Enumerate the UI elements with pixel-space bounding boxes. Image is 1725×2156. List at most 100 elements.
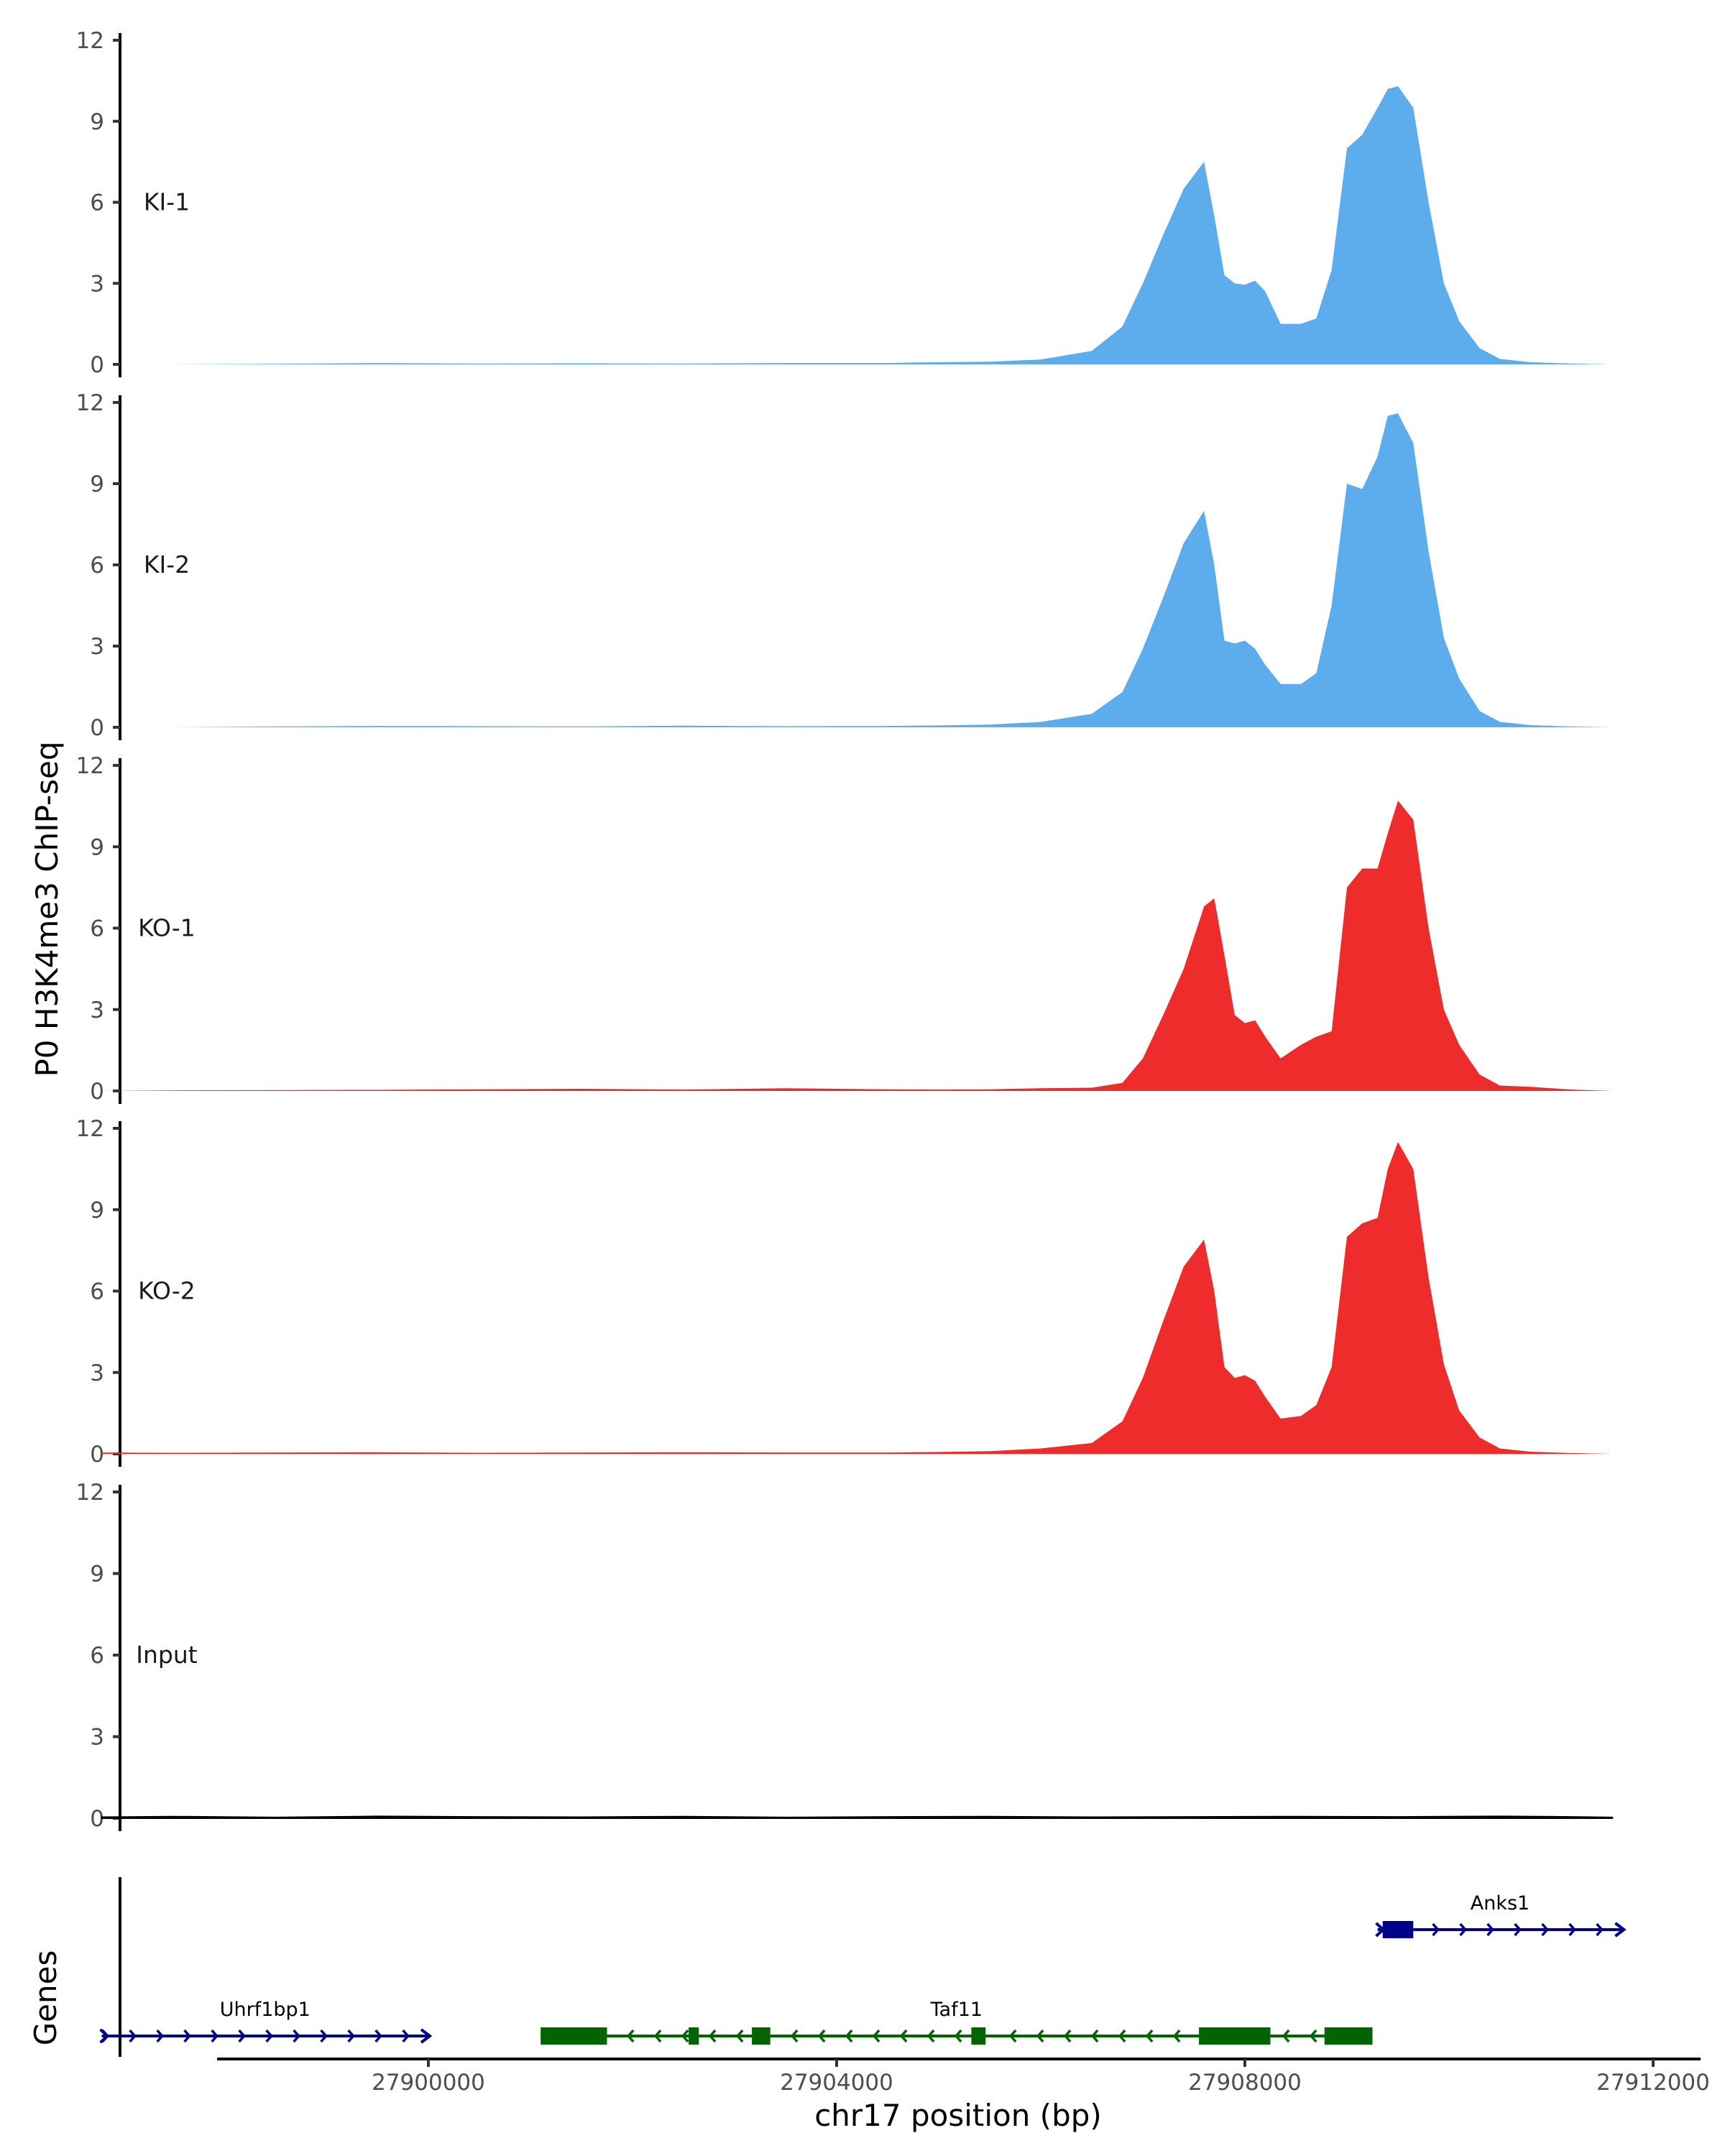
- track-ko-1: 0 3 6 9 12 KO-1: [76, 753, 1613, 1105]
- y-axis-title: P0 H3K4me3 ChIP-seq: [29, 741, 65, 1077]
- x-tick-label: 27912000: [1596, 2070, 1710, 2096]
- strand-arrow: [626, 2029, 635, 2043]
- genes-track: Uhrf1bp1 Taf11 Anks1: [99, 1877, 1627, 2057]
- strand-arrow: [899, 2029, 908, 2043]
- strand-arrow: [374, 2029, 382, 2043]
- y-tick-label: 6: [90, 1279, 104, 1305]
- strand-arrow: [420, 2028, 433, 2044]
- strand-arrow: [708, 2029, 717, 2043]
- y-tick-label: 9: [90, 471, 104, 497]
- strand-arrow: [211, 2029, 218, 2043]
- strand-arrow: [402, 2029, 410, 2043]
- x-axis-title: chr17 position (bp): [814, 2098, 1102, 2133]
- strand-arrow: [817, 2029, 826, 2043]
- exon: [689, 2027, 699, 2045]
- y-tick-label: 0: [90, 1079, 104, 1105]
- y-tick-label: 6: [90, 916, 104, 942]
- track-ki-2: 0 3 6 9 12 KI-2: [76, 390, 1613, 741]
- strand-arrow: [1063, 2029, 1072, 2043]
- coverage-area-ki-1: [101, 86, 1613, 365]
- y-tick-label: 3: [90, 1360, 104, 1386]
- exon: [540, 2027, 607, 2045]
- strand-arrow: [1514, 1922, 1522, 1937]
- y-tick-label: 12: [76, 1480, 104, 1506]
- y-tick-label: 6: [90, 190, 104, 216]
- track-label: KO-2: [138, 1277, 196, 1305]
- strand-arrow: [845, 2029, 853, 2043]
- x-tick-label: 27900000: [372, 2070, 485, 2096]
- y-tick-label: 3: [90, 998, 104, 1023]
- strand-arrow: [99, 2028, 110, 2044]
- strand-arrow: [238, 2029, 246, 2043]
- strand-arrow: [1432, 1922, 1440, 1937]
- track-ki-1: 0 3 6 9 12 KI-1: [76, 28, 1613, 378]
- y-tick-label: 9: [90, 109, 104, 135]
- strand-arrow: [347, 2029, 355, 2043]
- exon: [752, 2027, 770, 2045]
- strand-arrow: [1375, 1922, 1386, 1938]
- strand-arrow: [681, 2029, 689, 2043]
- track-label: KI-1: [144, 188, 190, 216]
- track-label: KO-1: [138, 914, 196, 942]
- y-tick-label: 3: [90, 271, 104, 297]
- y-tick-label: 12: [76, 28, 104, 54]
- strand-arrow: [129, 2029, 137, 2043]
- strand-arrow: [735, 2029, 744, 2043]
- strand-arrow: [954, 2029, 962, 2043]
- strand-arrow: [183, 2029, 191, 2043]
- gene-uhrf1bp1: Uhrf1bp1: [99, 1999, 433, 2044]
- gene-label: Taf11: [930, 1999, 983, 2021]
- strand-arrow: [1036, 2029, 1044, 2043]
- x-tick-label: 27904000: [780, 2070, 893, 2096]
- strand-arrow: [1486, 1922, 1494, 1937]
- y-tick-label: 3: [90, 1725, 104, 1751]
- strand-arrow: [1459, 1922, 1467, 1937]
- y-tick-label: 12: [76, 1116, 104, 1142]
- gene-anks1: Anks1: [1375, 1892, 1627, 1938]
- strand-arrow: [320, 2029, 328, 2043]
- exon: [971, 2027, 986, 2045]
- strand-arrow: [1172, 2029, 1181, 2043]
- coverage-area-ko-1: [101, 801, 1613, 1091]
- coverage-area-ki-2: [101, 413, 1613, 727]
- x-axis: 27900000 27904000 27908000 27912000: [217, 2058, 1710, 2096]
- y-tick-label: 0: [90, 352, 104, 378]
- strand-arrow: [1008, 2029, 1017, 2043]
- strand-arrow: [872, 2029, 880, 2043]
- strand-arrow: [653, 2029, 662, 2043]
- strand-arrow: [293, 2029, 300, 2043]
- strand-arrow: [1568, 1922, 1576, 1937]
- strand-arrow: [1309, 2029, 1317, 2043]
- exon: [1199, 2027, 1271, 2045]
- exon: [1324, 2027, 1373, 2045]
- strand-arrow: [1090, 2029, 1099, 2043]
- coverage-area-input: [101, 1815, 1614, 1819]
- strand-arrow: [1118, 2029, 1126, 2043]
- y-tick-label: 0: [90, 715, 104, 741]
- track-ko-2: 0 3 6 9 12 KO-2: [76, 1116, 1613, 1468]
- gene-label: Anks1: [1471, 1892, 1530, 1915]
- y-tick-label: 6: [90, 553, 104, 579]
- gene-taf11: Taf11: [540, 1999, 1373, 2045]
- y-tick-label: 3: [90, 634, 104, 660]
- strand-arrow: [1282, 2029, 1290, 2043]
- strand-arrow: [1145, 2029, 1154, 2043]
- y-tick-label: 9: [90, 834, 104, 860]
- y-tick-label: 12: [76, 390, 104, 416]
- strand-arrow: [790, 2029, 799, 2043]
- y-tick-label: 0: [90, 1806, 104, 1832]
- track-input: 0 3 6 9 12 Input: [76, 1480, 1614, 1832]
- strand-arrow: [1541, 1922, 1549, 1937]
- exon: [1382, 1921, 1414, 1938]
- x-tick-label: 27908000: [1188, 2070, 1302, 2096]
- strand-arrow: [265, 2029, 273, 2043]
- genes-track-title: Genes: [28, 1950, 63, 2046]
- strand-arrow: [1596, 1922, 1604, 1937]
- y-tick-label: 0: [90, 1442, 104, 1468]
- y-tick-label: 9: [90, 1562, 104, 1588]
- strand-arrow: [1614, 1922, 1627, 1938]
- track-label: Input: [136, 1641, 198, 1669]
- y-tick-label: 12: [76, 753, 104, 779]
- track-label: KI-2: [144, 550, 190, 579]
